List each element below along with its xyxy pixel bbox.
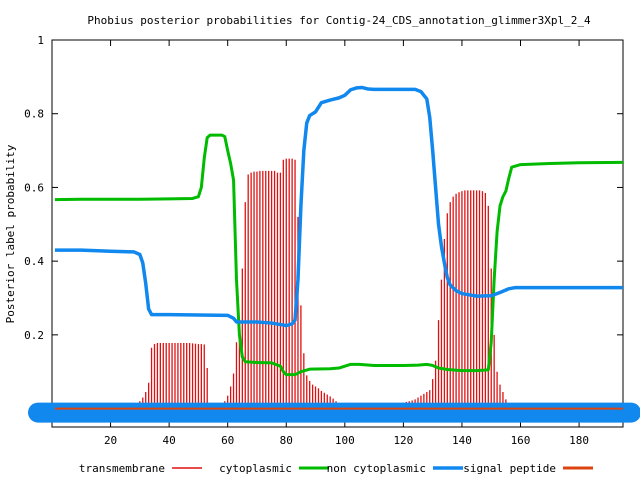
x-tick-label: 160 [511,434,531,447]
x-tick-label: 20 [104,434,117,447]
legend: transmembrane cytoplasmic non cytoplasmic s… [79,462,593,475]
legend-label: signal peptide [463,462,556,475]
non-cytoplasmic-line [54,85,623,328]
series-lines [28,85,640,428]
y-tick-label: 0.8 [24,108,44,121]
y-axis-ticks: 0.2 0.4 0.6 0.8 1 [24,34,623,342]
x-tick-label: 120 [393,434,413,447]
series-transmembrane [112,158,519,409]
x-tick-label: 180 [569,434,589,447]
x-tick-label: 40 [163,434,176,447]
legend-label: cytoplasmic [219,462,292,475]
y-tick-label: 1 [37,34,44,47]
y-axis-label: Posterior label probability [4,144,17,323]
x-tick-label: 80 [280,434,293,447]
legend-label: transmembrane [79,462,165,475]
cytoplasmic-line [54,133,624,377]
x-tick-label: 60 [221,434,234,447]
y-tick-label: 0.6 [24,181,44,194]
x-tick-label: 140 [452,434,472,447]
legend-label: non cytoplasmic [327,462,426,475]
x-tick-label: 100 [335,434,355,447]
y-tick-label: 0.2 [24,329,44,342]
y-tick-label: 0.4 [24,255,44,268]
x-axis-ticks: 20 40 60 80 100 120 140 160 180 [104,40,589,447]
chart-title: Phobius posterior probabilities for Cont… [87,14,591,27]
